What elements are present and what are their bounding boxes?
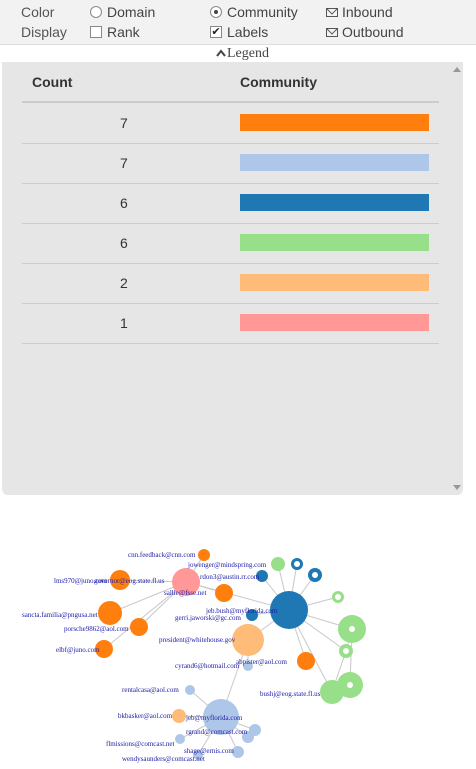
node-label: sallie@fsse.net xyxy=(164,589,206,597)
node-label: wendysaunders@comcast.net xyxy=(122,755,205,763)
checkbox-icon xyxy=(90,26,102,38)
options-panel: Color Display Domain Rank Community ✔ La… xyxy=(0,0,476,45)
node-label: jeb.bush@myflorida.com xyxy=(205,607,278,615)
node-label: lms970@juno.com xyxy=(54,577,108,585)
color-label: Color xyxy=(21,4,55,20)
legend-row: 2 xyxy=(22,263,439,304)
envelope-icon xyxy=(326,7,338,17)
legend-count: 6 xyxy=(120,235,128,251)
domain-radio-label: Domain xyxy=(107,4,156,20)
scroll-down-icon[interactable] xyxy=(453,485,461,490)
node-label: cnn.feedback@cnn.com xyxy=(128,551,196,559)
inbound-toggle[interactable]: Inbound xyxy=(326,4,393,20)
node-label: jeb@myflorida.com xyxy=(185,714,243,722)
header-divider xyxy=(22,101,439,103)
community-color-swatch xyxy=(240,274,429,291)
envelope-icon xyxy=(326,27,338,37)
node-label: cyrand6@hotmail.com xyxy=(175,662,240,670)
legend-toggle[interactable]: Legend xyxy=(216,46,269,62)
legend-row: 6 xyxy=(22,183,439,224)
outbound-label: Outbound xyxy=(342,24,404,40)
community-color-swatch xyxy=(240,234,429,251)
node-label: flmissions@comcast.net xyxy=(106,740,175,748)
legend-scrollbar[interactable] xyxy=(451,62,463,495)
legend-row: 7 xyxy=(22,143,439,184)
community-color-swatch xyxy=(240,114,429,131)
node-label: president@whitehouse.gov xyxy=(159,636,236,644)
legend-row: 7 xyxy=(22,103,439,144)
community-color-swatch xyxy=(240,314,429,331)
node-label: jowenger@mindspring.com xyxy=(187,561,267,569)
display-label: Display xyxy=(21,24,67,40)
node-label: porsche9862@aol.com xyxy=(64,625,129,633)
node-label: rdon3@austin.rr.com xyxy=(200,573,260,581)
legend-toggle-label: Legend xyxy=(227,46,269,61)
node-label: bushj@eog.state.fl.us xyxy=(260,690,321,698)
node-label: abpister@aol.com xyxy=(236,658,288,666)
legend-count: 2 xyxy=(120,275,128,291)
community-color-swatch xyxy=(240,154,429,171)
network-graph[interactable]: cnn.feedback@cnn.com jowenger@mindspring.… xyxy=(0,500,476,769)
labels-checkbox[interactable]: ✔ Labels xyxy=(210,24,268,40)
node-label: rentalcasa@aol.com xyxy=(122,686,179,694)
legend-panel: Count Community 7 7 6 6 2 1 xyxy=(2,62,463,495)
checkbox-checked-icon: ✔ xyxy=(210,26,222,38)
node-label: sancta.familia@pngusa.net xyxy=(22,611,98,619)
node-label: rgrand@comcast.com xyxy=(186,728,248,736)
community-radio[interactable]: Community xyxy=(210,4,298,20)
legend-count: 7 xyxy=(120,155,128,171)
community-column-header: Community xyxy=(240,74,317,90)
rank-checkbox[interactable]: Rank xyxy=(90,24,140,40)
labels-checkbox-label: Labels xyxy=(227,24,269,40)
inbound-label: Inbound xyxy=(342,4,393,20)
community-radio-label: Community xyxy=(227,4,298,20)
radio-icon xyxy=(90,6,102,18)
node-label: shage@ernis.com xyxy=(184,747,234,755)
legend-count: 6 xyxy=(120,195,128,211)
legend-count: 1 xyxy=(120,315,128,331)
node-label: elbf@juno.com xyxy=(56,646,100,654)
rank-checkbox-label: Rank xyxy=(107,24,140,40)
radio-selected-icon xyxy=(210,6,222,18)
scroll-up-icon[interactable] xyxy=(453,67,461,72)
node-label: bkbasker@aol.com xyxy=(118,712,173,720)
outbound-toggle[interactable]: Outbound xyxy=(326,24,404,40)
legend-count: 7 xyxy=(120,115,128,131)
legend-row: 1 xyxy=(22,303,439,344)
domain-radio[interactable]: Domain xyxy=(90,4,155,20)
node-label: governor@eog.state.fl.us xyxy=(94,577,165,585)
chevron-up-icon xyxy=(216,49,226,57)
legend-row: 6 xyxy=(22,223,439,264)
community-color-swatch xyxy=(240,194,429,211)
node-label: gerri.jaworski@gc.com xyxy=(175,614,241,622)
count-column-header: Count xyxy=(32,74,73,90)
